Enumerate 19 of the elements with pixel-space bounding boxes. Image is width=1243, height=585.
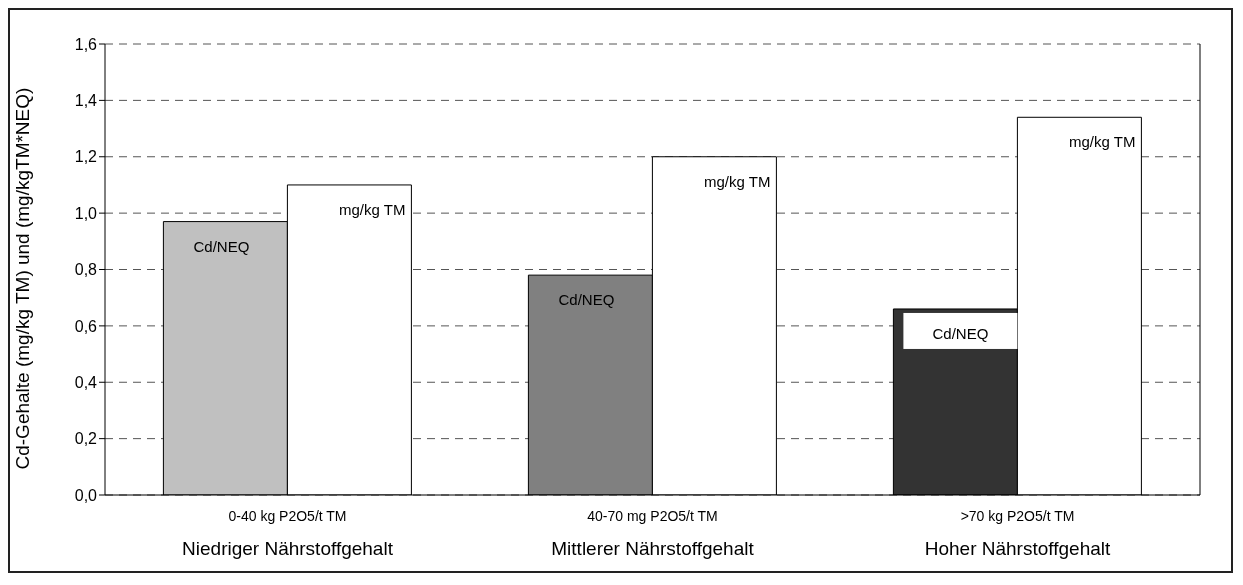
series-label: mg/kg TM xyxy=(338,200,406,218)
x-tick-label: >70 kg P2O5/t TM Hoher Nährstoffgehalt xyxy=(924,508,1111,559)
x-tick-label: 40-70 mg P2O5/t TM Mittlerer Nährstoffgehalt xyxy=(551,508,755,559)
y-tick-label: 0,4 xyxy=(74,373,98,391)
text: Cd/NEQ xyxy=(932,324,989,342)
y-tick-label: 0,8 xyxy=(74,261,98,279)
text: mg/kg TM xyxy=(703,172,771,190)
y-tick-label: 0,0 xyxy=(74,486,98,504)
x-tick-label: 0-40 kg P2O5/t TM Niedriger Nährstoffgehalt xyxy=(182,508,394,559)
y-tick-label: 0,6 xyxy=(74,317,98,335)
y-tick-label: 1,0 xyxy=(74,204,98,222)
y-tick-label: 1,4 xyxy=(74,92,98,110)
y-tick-label: 0,2 xyxy=(74,430,98,448)
y-tick-label: 1,2 xyxy=(74,148,98,166)
y-axis-title: Cd-Gehalte (mg/kg TM) und (mg/kgTM*NEQ) xyxy=(11,87,33,470)
y-tick-label: 1,6 xyxy=(74,35,98,53)
series-label: Cd/NEQ xyxy=(193,237,250,255)
text: mg/kg TM xyxy=(1068,133,1136,151)
text: Cd/NEQ xyxy=(558,291,615,309)
